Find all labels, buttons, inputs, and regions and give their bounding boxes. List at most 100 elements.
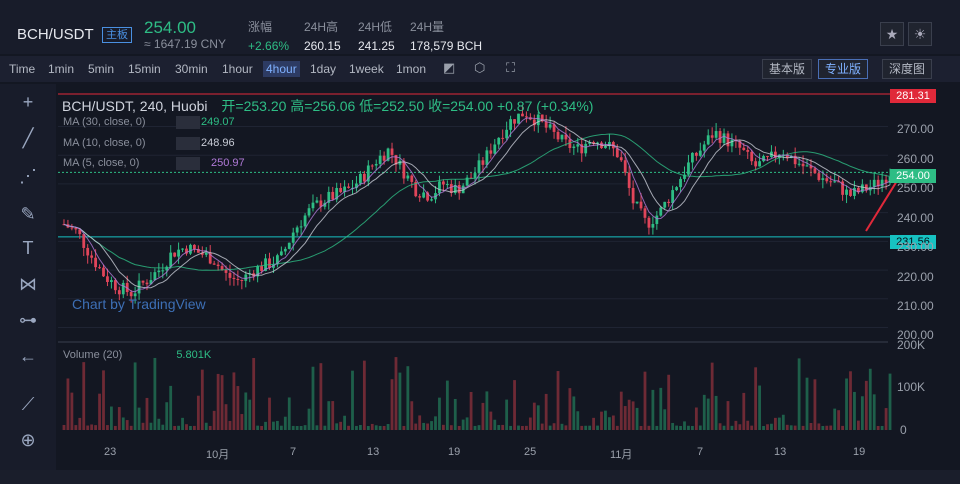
candle-body	[754, 161, 758, 167]
volume-bar	[177, 425, 180, 430]
trendline-icon[interactable]: ╱	[22, 128, 34, 148]
volume-bar	[90, 424, 94, 430]
volume-bar	[355, 425, 358, 430]
candle-body	[694, 152, 698, 156]
candle-body	[208, 252, 212, 264]
legend-title: BCH/USDT, 240, Huobi	[62, 98, 208, 114]
measure-icon[interactable]: ⊶	[19, 310, 37, 330]
brush-icon[interactable]: ✎	[20, 204, 36, 224]
text-icon[interactable]: T	[22, 238, 34, 258]
tf-30min[interactable]: 30min	[175, 62, 208, 76]
volume-bar	[224, 404, 228, 430]
volume-bar	[667, 374, 671, 430]
volume-bar	[797, 358, 801, 430]
candle-body	[473, 173, 477, 178]
view-basic-button[interactable]: 基本版	[762, 59, 813, 79]
tf-4hour[interactable]: 4hour	[263, 61, 300, 77]
star-icon[interactable]: ★	[880, 22, 904, 46]
candle-body	[525, 116, 528, 118]
volume-bar	[880, 425, 884, 430]
candle-body	[469, 177, 473, 179]
volume-bar	[137, 407, 141, 430]
candle-body	[580, 144, 584, 154]
crosshair-icon[interactable]: +	[22, 92, 34, 112]
zoom-icon[interactable]: ⊕	[20, 430, 36, 450]
tf-5min[interactable]: 5min	[88, 62, 115, 76]
volume-bar	[671, 422, 675, 430]
tf-1week[interactable]: 1week	[349, 62, 384, 76]
ruler-icon[interactable]: ⟋	[21, 394, 35, 414]
indicator-icon[interactable]: ◩	[443, 60, 456, 75]
candle-body	[742, 147, 746, 150]
tf-1min[interactable]: 1min	[48, 62, 75, 76]
tf-15min[interactable]: 15min	[128, 62, 161, 76]
candle-body	[655, 215, 659, 224]
volume-bar	[78, 417, 82, 430]
candle-body	[426, 192, 429, 201]
candle-body	[232, 277, 236, 280]
pattern-icon[interactable]: ⋈	[19, 274, 37, 294]
volume-bar	[149, 422, 153, 430]
volume-bar	[497, 425, 501, 430]
candle-body	[702, 144, 706, 151]
volume-bar	[414, 423, 418, 430]
candle-body	[268, 258, 271, 268]
candle-body	[710, 135, 714, 138]
candle-body	[604, 146, 607, 149]
view-depth-button[interactable]: 深度图	[882, 59, 933, 79]
x-tick: 13	[367, 446, 380, 458]
candle-body	[635, 201, 639, 204]
candle-body	[244, 274, 248, 281]
volume-bar	[406, 366, 410, 430]
volume-bar	[232, 372, 236, 430]
tf-1hour[interactable]: 1hour	[222, 62, 253, 76]
candle-body	[78, 229, 82, 235]
volume-bar	[718, 423, 722, 430]
volume-bar	[552, 423, 556, 430]
volume-bar	[315, 425, 319, 430]
fib-icon[interactable]: ⋰	[19, 166, 37, 186]
candle-body	[133, 293, 137, 297]
fullscreen-icon[interactable]: ⛶	[506, 60, 516, 75]
candle-body	[299, 226, 303, 228]
volume-bar	[359, 424, 362, 430]
volume-bar	[789, 425, 793, 430]
candle-body	[576, 144, 580, 147]
volume-bar	[853, 391, 856, 430]
timeframe-toolbar: Time 1min 5min 15min 30min 1hour 4hour 1…	[0, 56, 960, 82]
volume-bar	[453, 398, 457, 430]
volume-bar	[536, 405, 540, 430]
candle-body	[102, 267, 105, 277]
volume-bar	[631, 401, 635, 430]
volume-bar	[663, 409, 667, 430]
tradingview-watermark[interactable]: Chart by TradingView	[72, 296, 206, 312]
candle-body	[837, 181, 841, 183]
candle-body	[691, 152, 694, 163]
volume-bar	[481, 402, 485, 430]
settings-icon[interactable]: ⬡	[474, 60, 486, 75]
candle-body	[501, 137, 505, 139]
volume-bar	[129, 425, 133, 430]
candle-body	[556, 131, 560, 140]
volume-bar	[817, 423, 821, 430]
volume-bar	[623, 406, 627, 430]
candle-body	[347, 186, 350, 188]
candle-body	[287, 242, 291, 249]
volume-bar	[74, 425, 78, 430]
volume-bar	[66, 378, 70, 430]
volume-legend: Volume (20) 5.801K	[63, 349, 212, 361]
theme-icon[interactable]: ☀	[908, 22, 932, 46]
tf-time[interactable]: Time	[9, 62, 36, 76]
candle-body	[355, 183, 358, 188]
back-arrow-icon[interactable]: ←	[19, 346, 37, 366]
tf-1mon[interactable]: 1mon	[396, 62, 427, 76]
candle-body	[592, 142, 595, 144]
high-price-label: 281.31	[890, 89, 936, 103]
price-chart[interactable]	[58, 84, 938, 474]
tf-1day[interactable]: 1day	[310, 62, 337, 76]
candle-body	[706, 135, 710, 145]
volume-bar	[639, 425, 643, 430]
candle-body	[762, 156, 765, 162]
candle-body	[817, 173, 821, 180]
view-pro-button[interactable]: 专业版	[818, 59, 869, 79]
